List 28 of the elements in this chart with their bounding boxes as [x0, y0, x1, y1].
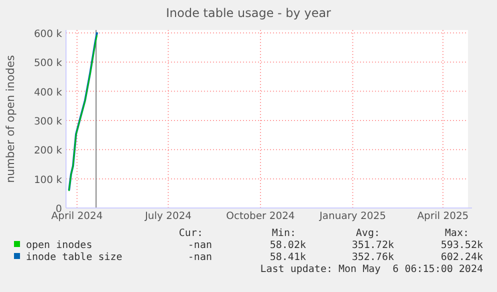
legend-label: inode table size — [26, 252, 122, 263]
text: Min: — [272, 228, 296, 239]
text: 602.24k — [440, 252, 483, 263]
x-tick-label: July 2024 — [144, 211, 192, 222]
y-tick-label: 100 k — [34, 174, 62, 186]
text: 352.76k — [352, 252, 394, 263]
text: Last update: Mon May 6 06:15:00 2024 — [260, 264, 483, 275]
text: -nan — [188, 252, 212, 263]
text: 593.52k — [440, 240, 483, 251]
x-tick-label: April 2024 — [51, 211, 103, 222]
y-axis-title: number of open inodes — [4, 54, 17, 183]
x-tick-label: April 2025 — [417, 211, 469, 222]
legend-label: open inodes — [26, 240, 92, 251]
text: Cur: — [178, 228, 203, 239]
y-tick-label: 500 k — [34, 58, 62, 70]
x-tick-label: October 2024 — [226, 211, 295, 222]
text: 351.72k — [352, 240, 394, 251]
y-tick-label: 600 k — [34, 28, 62, 40]
y-tick-label: 400 k — [34, 87, 62, 98]
y-tick-label: 300 k — [34, 116, 62, 128]
text: Avg: — [356, 228, 380, 239]
text: Max: — [444, 228, 469, 239]
chart-title: Inode table usage - by year — [166, 6, 332, 20]
y-tick-label: 200 k — [34, 146, 62, 157]
text: -nan — [188, 240, 212, 251]
text: 58.02k — [270, 240, 306, 251]
x-tick-label: January 2025 — [318, 211, 386, 222]
text: 58.41k — [270, 252, 306, 263]
